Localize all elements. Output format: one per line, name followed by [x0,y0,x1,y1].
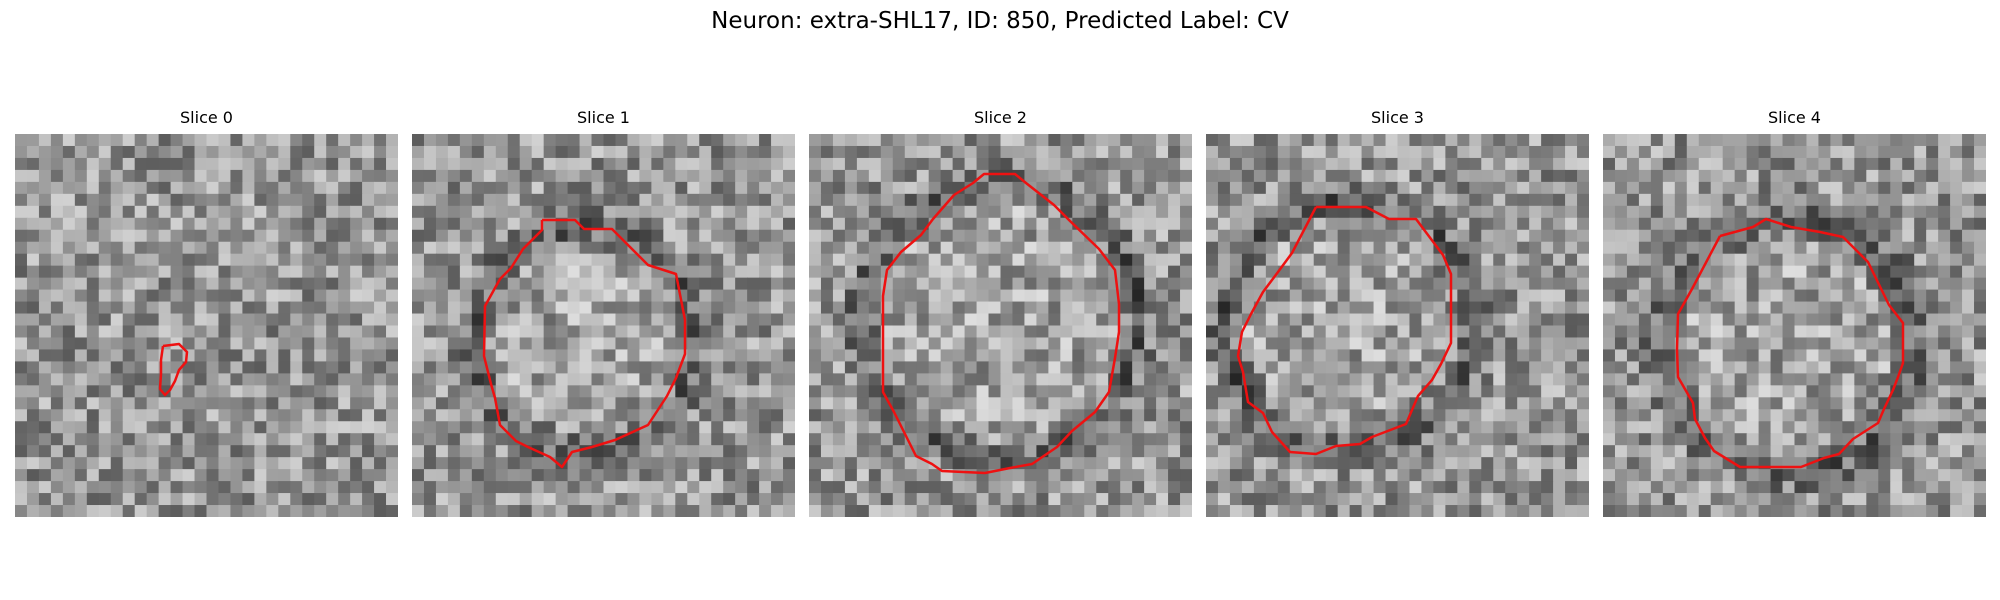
slice-title: Slice 4 [1768,108,1821,127]
segmentation-contour [158,342,189,397]
slice-title: Slice 3 [1371,108,1424,127]
segmentation-contour [1236,205,1453,456]
slice-image [1206,134,1589,517]
segmentation-contour [1675,217,1905,469]
figure-title: Neuron: extra-SHL17, ID: 850, Predicted … [711,8,1289,34]
slice-image [809,134,1192,517]
slice-title: Slice 0 [180,108,233,127]
slice-image [15,134,398,517]
slice-title: Slice 1 [577,108,630,127]
slice-title: Slice 2 [974,108,1027,127]
slice-image [1603,134,1986,517]
slice-image [412,134,795,517]
segmentation-contour [482,218,687,469]
segmentation-contour [881,172,1121,475]
